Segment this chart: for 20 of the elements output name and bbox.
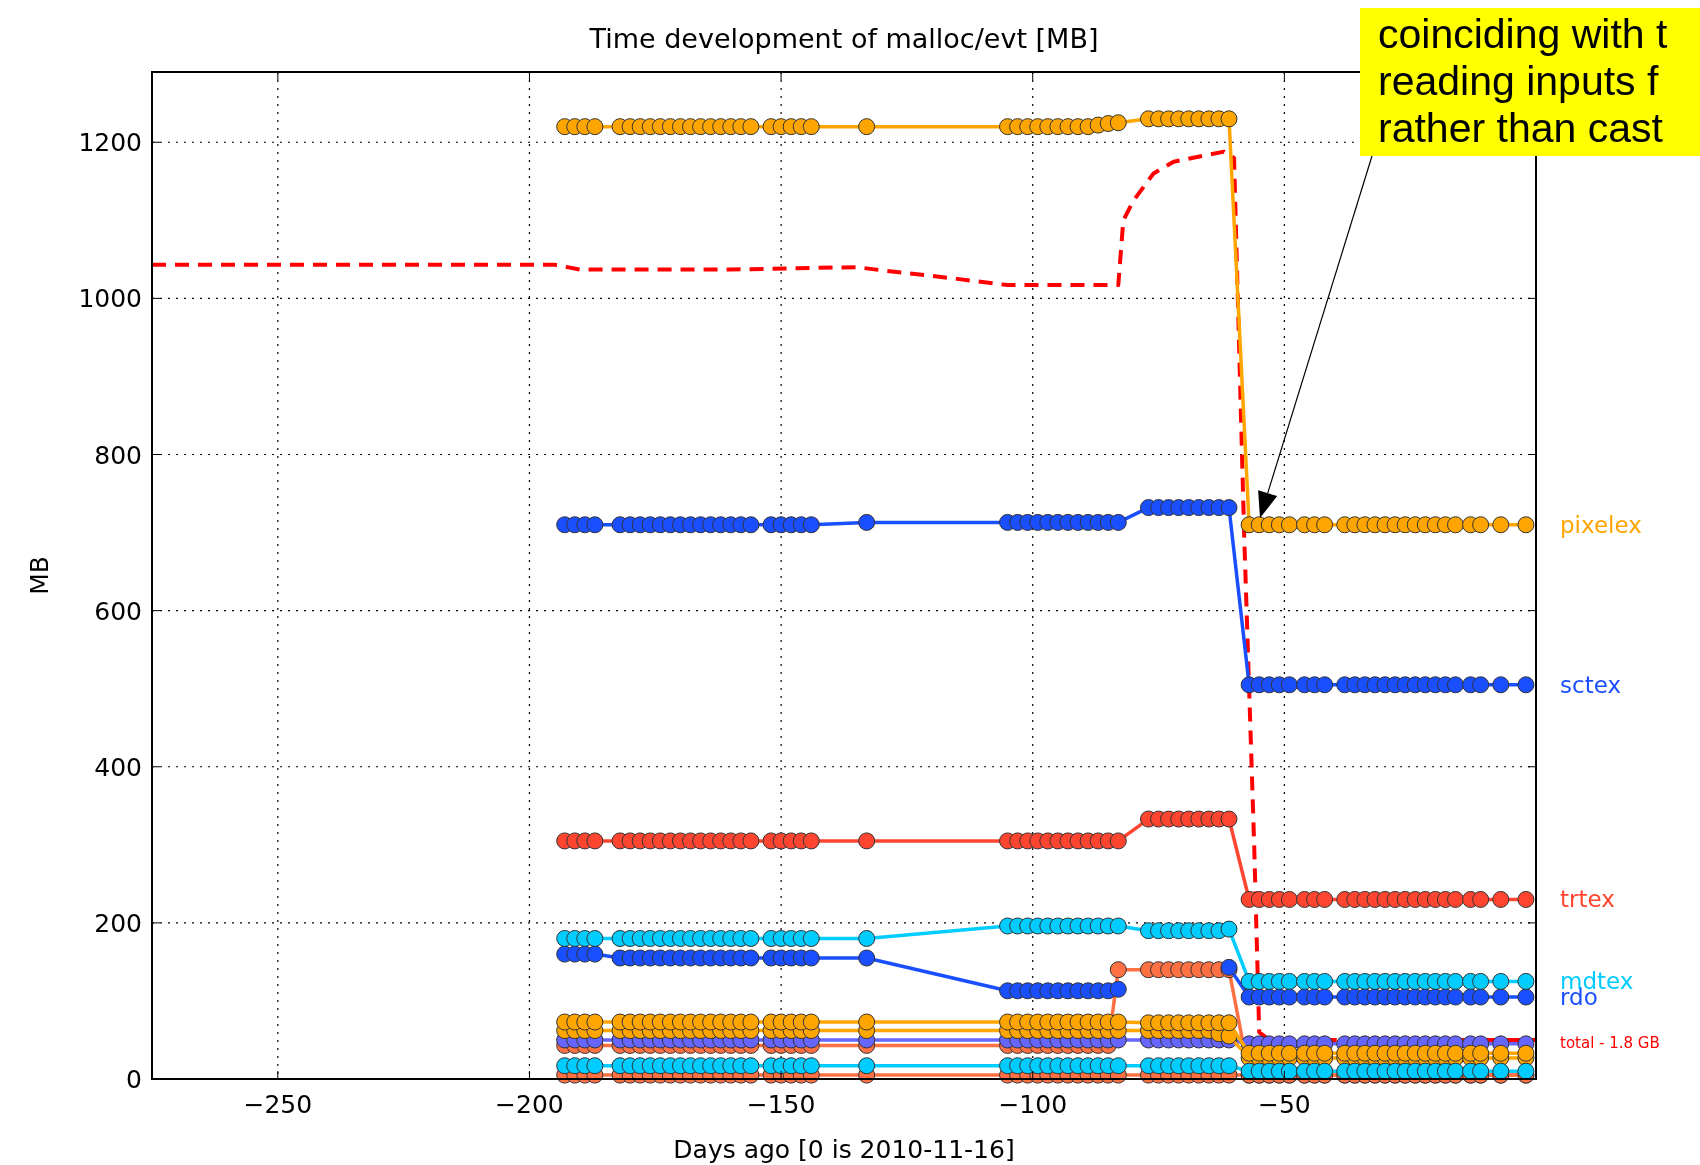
x-tick-label: −200 — [495, 1090, 564, 1119]
y-tick-label: 800 — [94, 440, 142, 470]
series-label: sctex — [1560, 671, 1622, 698]
chart-title: Time development of malloc/evt [MB] — [588, 23, 1099, 54]
x-tick-label: −50 — [1257, 1090, 1311, 1119]
annotation: coinciding with t reading inputs f rather than cast — [1378, 11, 1669, 151]
x-tick-label: −150 — [746, 1090, 816, 1119]
series-label: pixelex — [1560, 511, 1642, 538]
x-tick-label: −250 — [243, 1090, 313, 1119]
y-tick-label: 400 — [94, 752, 142, 782]
x-axis-title: Days ago [0 is 2010-11-16] — [673, 1135, 1015, 1164]
series-label: total - 1.8 GB — [1560, 1033, 1660, 1052]
series-label: trtex — [1560, 886, 1615, 913]
y-tick-label: 0 — [126, 1065, 142, 1094]
y-tick-label: 1000 — [78, 284, 142, 314]
y-tick-label: 200 — [94, 908, 142, 938]
y-tick-label: 600 — [94, 596, 142, 626]
x-tick-label: −100 — [998, 1090, 1068, 1119]
y-axis-title: MB — [25, 556, 54, 595]
y-tick-label: 1200 — [78, 128, 142, 158]
